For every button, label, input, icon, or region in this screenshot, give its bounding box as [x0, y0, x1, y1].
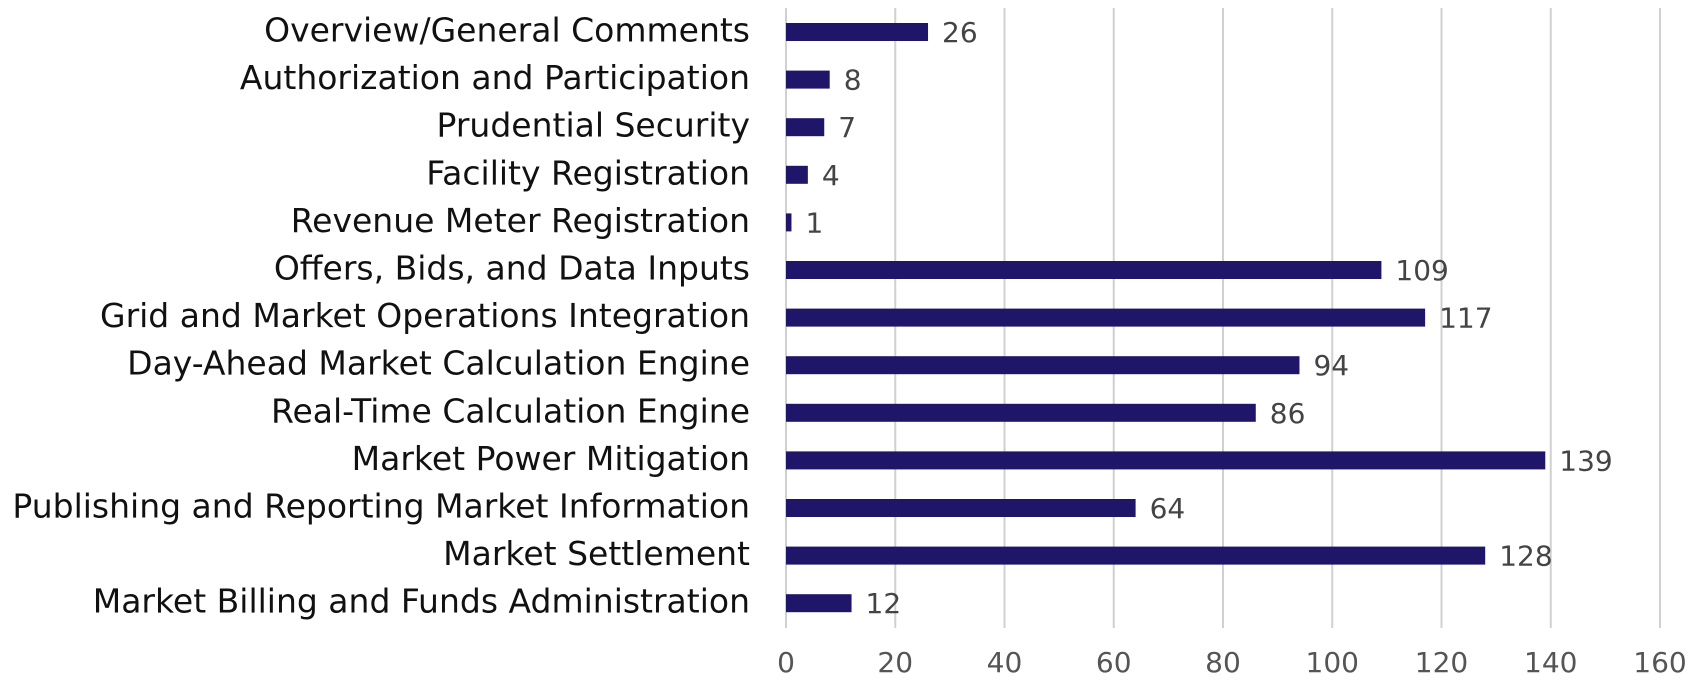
data-label: 4	[822, 159, 840, 192]
category-label: Authorization and Participation	[240, 58, 750, 97]
data-label: 1	[805, 206, 823, 239]
data-label: 8	[844, 64, 862, 97]
category-label: Facility Registration	[426, 153, 750, 192]
bar	[786, 451, 1546, 470]
data-label: 139	[1559, 444, 1612, 477]
category-label: Grid and Market Operations Integration	[100, 296, 750, 335]
data-label: 64	[1150, 492, 1186, 525]
category-label: Market Billing and Funds Administration	[93, 582, 750, 621]
bar	[786, 499, 1136, 517]
x-tick-label: 20	[877, 646, 913, 679]
bar	[786, 546, 1486, 565]
bar	[786, 403, 1256, 422]
data-label: 109	[1395, 254, 1448, 287]
category-label: Prudential Security	[437, 106, 750, 145]
category-label: Publishing and Reporting Market Informat…	[12, 487, 750, 526]
data-label: 26	[942, 16, 978, 49]
bar	[786, 165, 808, 184]
data-label: 117	[1439, 302, 1492, 335]
bar	[786, 594, 852, 613]
category-label: Day-Ahead Market Calculation Engine	[127, 344, 750, 383]
bar	[786, 213, 792, 232]
category-label: Market Power Mitigation	[352, 439, 750, 478]
x-tick-label: 0	[777, 646, 795, 679]
bar	[786, 308, 1426, 327]
data-label: 7	[838, 111, 856, 144]
bar	[786, 23, 929, 41]
bar	[786, 118, 825, 137]
data-label: 12	[866, 587, 902, 620]
x-tick-label: 60	[1096, 646, 1132, 679]
x-tick-label: 80	[1205, 646, 1241, 679]
category-label: Real-Time Calculation Engine	[271, 391, 750, 430]
x-tick-label: 100	[1306, 646, 1359, 679]
x-tick-label: 40	[987, 646, 1023, 679]
category-label: Offers, Bids, and Data Inputs	[274, 249, 750, 288]
category-label: Revenue Meter Registration	[291, 201, 750, 240]
bar	[786, 261, 1382, 279]
data-label: 94	[1313, 349, 1349, 382]
data-label: 86	[1270, 397, 1306, 430]
bar	[786, 356, 1300, 375]
bar	[786, 70, 830, 89]
data-label: 128	[1499, 540, 1552, 573]
x-tick-label: 160	[1633, 646, 1686, 679]
category-label: Overview/General Comments	[264, 11, 750, 50]
x-tick-label: 120	[1415, 646, 1468, 679]
category-label: Market Settlement	[443, 534, 750, 573]
x-tick-label: 140	[1524, 646, 1577, 679]
